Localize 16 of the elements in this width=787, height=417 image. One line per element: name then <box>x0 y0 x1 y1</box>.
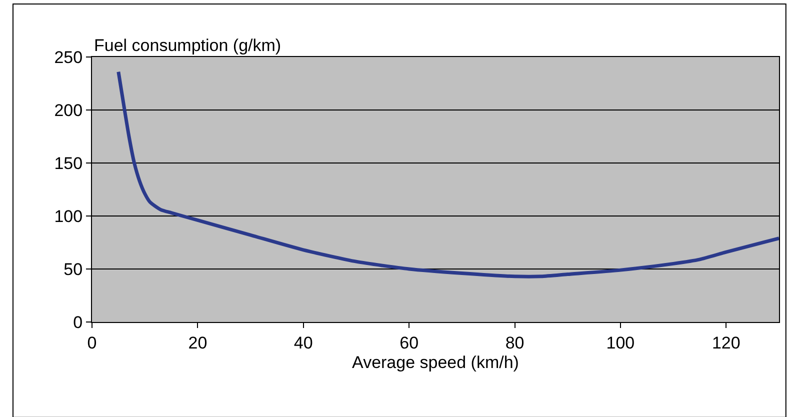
y-tick-label: 100 <box>54 206 83 226</box>
y-tick-label: 200 <box>54 100 83 120</box>
y-tick-label: 150 <box>54 154 83 173</box>
x-tick-label: 60 <box>400 333 419 352</box>
y-tick-label: 250 <box>54 48 83 67</box>
x-tick-label: 40 <box>294 333 313 352</box>
x-tick-label: 120 <box>712 333 740 352</box>
x-axis-title: Average speed (km/h) <box>352 352 519 372</box>
y-tick-label: 50 <box>64 260 83 279</box>
line-series <box>116 70 779 278</box>
x-tick-label: 0 <box>87 333 97 352</box>
x-tick-label: 100 <box>606 333 635 352</box>
y-tick-label: 0 <box>73 312 83 332</box>
x-tick-label: 20 <box>188 333 208 352</box>
x-tick-label: 80 <box>505 333 524 352</box>
y-axis-title: Fuel consumption (g/km) <box>94 36 282 55</box>
